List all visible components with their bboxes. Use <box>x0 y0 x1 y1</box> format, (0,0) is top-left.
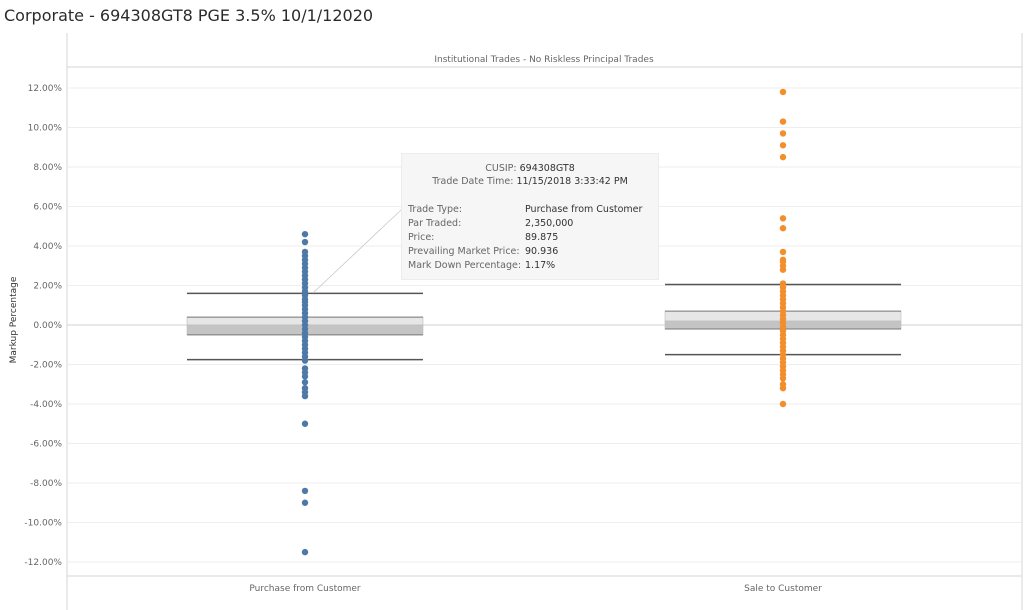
trade-point[interactable] <box>779 153 787 161</box>
trade-point[interactable] <box>779 400 787 408</box>
y-tick-label: 10.00% <box>28 124 63 134</box>
trade-point[interactable] <box>301 238 309 246</box>
tooltip-row-value: 89.875 <box>525 232 559 243</box>
trade-point[interactable] <box>779 142 787 149</box>
y-tick-label: 8.00% <box>33 163 62 173</box>
y-tick-label: 2.00% <box>33 282 62 292</box>
page-title: Corporate - 694308GT8 PGE 3.5% 10/1/1202… <box>4 6 374 25</box>
tooltip-cusip: CUSIP: 694308GT8 <box>402 163 658 174</box>
tooltip-date-value: 11/15/2018 3:33:42 PM <box>516 176 628 187</box>
y-tick-label: 4.00% <box>33 242 62 252</box>
trade-point[interactable] <box>779 225 787 232</box>
trade-point[interactable] <box>301 357 309 364</box>
y-tick-label: -4.00% <box>30 400 62 410</box>
y-tick-label: 12.00% <box>28 84 63 94</box>
y-tick-label: -6.00% <box>30 440 62 450</box>
trade-point[interactable] <box>301 230 309 238</box>
trade-point[interactable] <box>301 499 309 506</box>
tooltip-row-value: 90.936 <box>525 246 559 257</box>
tooltip-row-value: 1.17% <box>525 260 556 271</box>
trade-point[interactable] <box>779 130 787 137</box>
trade-point[interactable] <box>301 379 309 386</box>
x-category-label: Purchase from Customer <box>249 584 361 594</box>
tooltip-cusip-label: CUSIP: <box>485 163 517 174</box>
chart-header: Institutional Trades - No Riskless Princ… <box>434 55 654 65</box>
tooltip-row-label: Prevailing Market Price: <box>408 246 520 257</box>
tooltip-date-label: Trade Date Time: <box>432 176 514 187</box>
trade-point[interactable] <box>301 392 309 400</box>
y-tick-label: -2.00% <box>30 361 62 371</box>
tooltip-trade-date: Trade Date Time: 11/15/2018 3:33:42 PM <box>402 176 658 187</box>
tooltip-row-label: Trade Type: <box>408 204 463 215</box>
trade-tooltip: CUSIP: 694308GT8 Trade Date Time: 11/15/… <box>401 153 659 280</box>
y-tick-label: -12.00% <box>24 558 62 568</box>
trade-point[interactable] <box>301 373 309 380</box>
trade-point[interactable] <box>779 385 787 392</box>
y-tick-label: -8.00% <box>30 479 62 489</box>
y-tick-label: 0.00% <box>33 321 62 331</box>
tooltip-row-value: Purchase from Customer <box>525 204 643 215</box>
tooltip-row-label: Mark Down Percentage: <box>408 260 522 271</box>
tooltip-row-value: 2,350,000 <box>525 218 574 229</box>
tooltip-row-label: Par Traded: <box>408 218 462 229</box>
trade-point[interactable] <box>779 266 787 273</box>
tooltip-row-label: Price: <box>408 232 435 243</box>
tooltip-cusip-value: 694308GT8 <box>519 163 575 174</box>
y-axis-label: Markup Percentage <box>9 276 19 363</box>
trade-point[interactable] <box>301 548 309 556</box>
trade-point[interactable] <box>301 420 309 427</box>
trade-point[interactable] <box>779 215 787 222</box>
trade-point[interactable] <box>301 487 309 495</box>
trade-point[interactable] <box>779 118 787 125</box>
trade-point[interactable] <box>779 88 787 96</box>
x-category-label: Sale to Customer <box>744 584 822 594</box>
y-tick-label: -10.00% <box>24 519 62 529</box>
tooltip-pointer-line <box>312 209 402 294</box>
trade-point[interactable] <box>779 375 787 382</box>
trade-point[interactable] <box>779 248 787 256</box>
y-tick-label: 6.00% <box>33 203 62 213</box>
